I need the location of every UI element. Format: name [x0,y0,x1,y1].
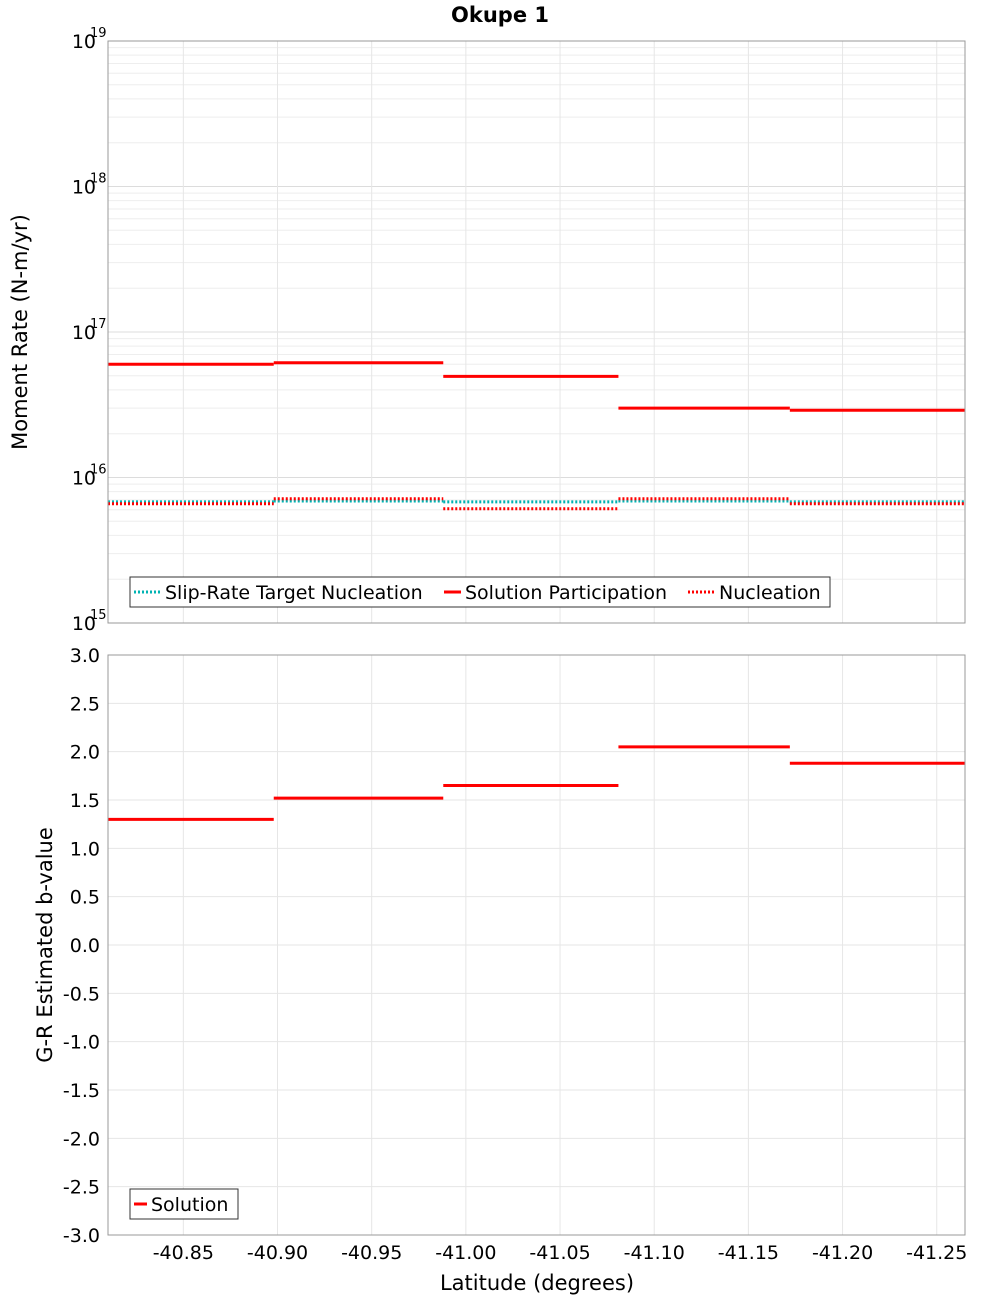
top-y-tick-exponent: 18 [90,172,107,187]
bottom-y-tick-label: 1.0 [70,838,100,860]
bottom-y-tick-label: 1.5 [70,790,100,812]
bottom-y-tick-label: -3.0 [63,1225,100,1247]
x-tick-label: -41.20 [812,1242,873,1264]
b-value-panel: 3.0 2.5 2.0 1.5 1.0 0.5 0.0 -0.5 -1.0 -1.5 -2.0 -2.… [33,645,967,1295]
legend-label-slip-rate-target: Slip-Rate Target Nucleation [165,582,423,604]
bottom-x-tick-labels: -40.85 -40.90 -40.95 -41.00 -41.05 -41.10 -41.… [153,1242,968,1264]
top-y-axis-label: Moment Rate (N-m/yr) [8,214,32,450]
x-tick-label: -41.00 [435,1242,496,1264]
top-series-group [108,361,965,511]
legend-label-solution: Solution [151,1194,228,1216]
top-gridlines [108,41,965,624]
top-y-tick-base: 10 [72,322,96,344]
bottom-legend: Solution [129,1188,239,1220]
chart-title: Okupe 1 [451,3,549,27]
bottom-y-tick-label: -1.0 [63,1032,100,1054]
top-y-tick-base: 10 [72,31,96,53]
bottom-y-tick-label: -1.5 [63,1080,100,1102]
bottom-y-tick-label: -2.0 [63,1128,100,1150]
bottom-y-tick-label: 3.0 [70,645,100,667]
x-tick-label: -40.95 [341,1242,402,1264]
x-tick-label: -40.85 [153,1242,214,1264]
legend-label-solution-participation: Solution Participation [465,582,667,604]
bottom-series-group [108,745,965,821]
top-y-tick-base: 10 [72,468,96,490]
bottom-legend-box [129,1188,239,1220]
top-y-tick-exponent: 17 [90,317,107,332]
x-tick-label: -41.25 [906,1242,967,1264]
top-y-tick-exponent: 19 [90,26,107,41]
top-y-tick-exponent: 16 [90,463,107,478]
bottom-y-tick-labels: 3.0 2.5 2.0 1.5 1.0 0.5 0.0 -0.5 -1.0 -1.5 -2.0 -2.… [63,645,100,1247]
top-y-tick-exponent: 15 [90,608,107,623]
bottom-y-tick-label: 0.5 [70,887,100,909]
x-tick-label: -40.90 [247,1242,308,1264]
bottom-y-tick-label: -2.5 [63,1177,100,1199]
bottom-gridlines [108,654,965,1236]
bottom-y-tick-label: -0.5 [63,983,100,1005]
top-y-tick-base: 10 [72,613,96,635]
x-tick-label: -41.05 [529,1242,590,1264]
bottom-y-tick-label: 2.5 [70,693,100,715]
bottom-y-axis-label: G-R Estimated b-value [33,827,57,1063]
bottom-y-tick-label: 2.0 [70,742,100,764]
top-legend: Slip-Rate Target Nucleation Solution Par… [129,576,831,608]
x-tick-label: -41.15 [718,1242,779,1264]
top-plot-frame [107,40,966,624]
bottom-y-tick-label: 0.0 [70,935,100,957]
x-tick-label: -41.10 [624,1242,685,1264]
bottom-plot-frame [107,654,966,1236]
top-y-tick-base: 10 [72,177,96,199]
legend-label-nucleation: Nucleation [719,582,821,604]
x-axis-label: Latitude (degrees) [440,1271,634,1295]
